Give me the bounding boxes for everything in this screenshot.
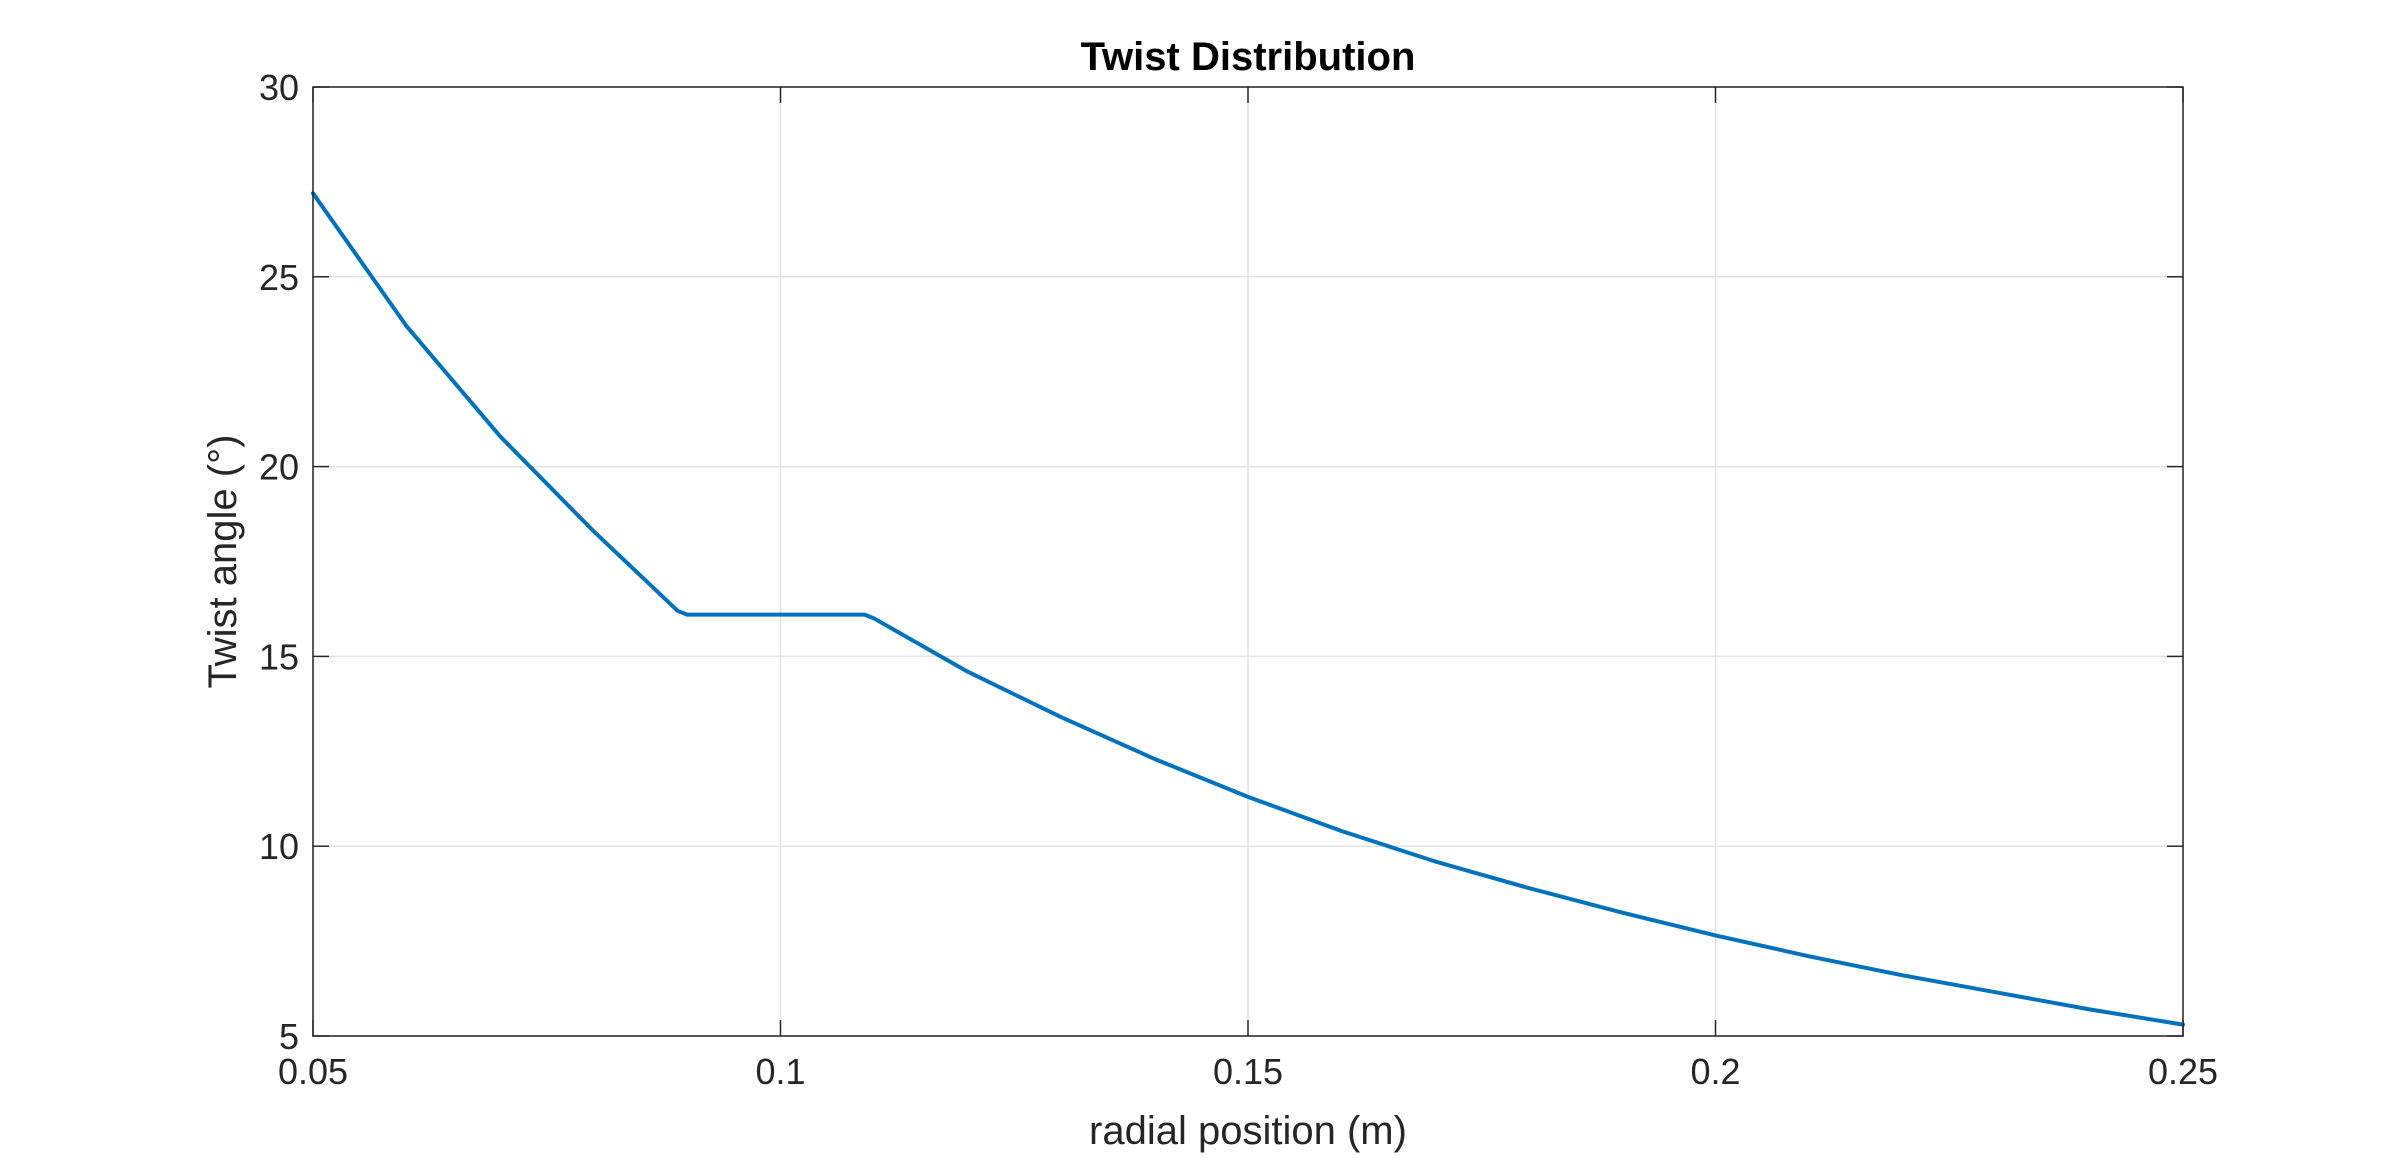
y-tick-label: 5 — [279, 1016, 299, 1057]
chart-title: Twist Distribution — [1081, 35, 1416, 79]
y-axis-label: Twist angle (°) — [201, 435, 245, 689]
x-tick-label: 0.1 — [755, 1051, 805, 1092]
x-tick-label: 0.2 — [1690, 1051, 1740, 1092]
x-tick-label: 0.25 — [2148, 1051, 2218, 1092]
x-tick-label: 0.05 — [278, 1051, 348, 1092]
y-tick-label: 20 — [259, 447, 299, 488]
y-tick-label: 30 — [259, 67, 299, 108]
series-layer — [311, 191, 2185, 1027]
x-tick-label: 0.15 — [1213, 1051, 1283, 1092]
y-tick-label: 15 — [259, 636, 299, 677]
y-tick-label: 10 — [259, 826, 299, 867]
axis-ticks: 0.05 0.1 0.15 0.2 0.25 5 10 15 20 25 30 — [259, 67, 2218, 1092]
x-axis-label: radial position (m) — [1089, 1109, 1407, 1153]
series-line — [311, 191, 2185, 1027]
y-tick-label: 25 — [259, 257, 299, 298]
